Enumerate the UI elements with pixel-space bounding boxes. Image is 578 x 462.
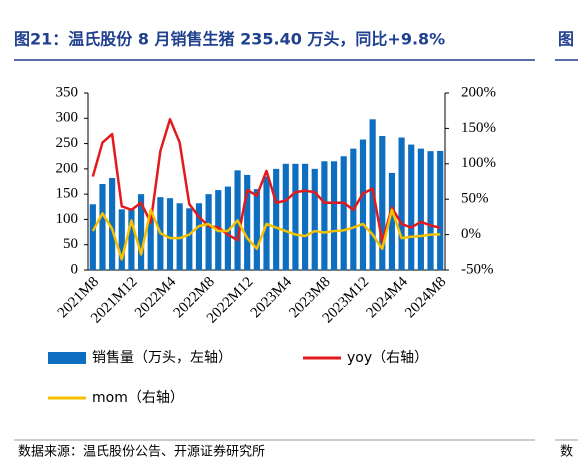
y-tick-label: 150 [56, 186, 79, 202]
bar [195, 203, 203, 270]
y-tick-label: 350 [56, 84, 79, 100]
x-tick-label: 2024M8 [402, 274, 449, 321]
bar [109, 177, 116, 270]
y2-tick-label: 0% [461, 226, 481, 242]
legend-label: yoy（右轴） [347, 350, 428, 366]
bar [128, 209, 135, 270]
bar [244, 174, 251, 270]
bar [176, 203, 183, 270]
y-tick-label: 100 [56, 211, 79, 227]
bar [437, 150, 444, 270]
bar [273, 168, 280, 270]
bar [282, 163, 289, 270]
legend-label: mom（右轴） [92, 390, 184, 406]
y-tick-label: 200 [56, 160, 79, 176]
fragment: 数 [560, 445, 573, 460]
bar [147, 215, 154, 270]
legend-label: 销售量（万头，左轴） [92, 350, 232, 366]
bar [89, 204, 96, 270]
bar [224, 186, 231, 270]
bar [379, 135, 386, 270]
bar [118, 209, 125, 270]
bar [417, 148, 424, 270]
x-tick-label: 2022M4 [132, 274, 180, 322]
bar [398, 137, 405, 270]
bar [99, 184, 106, 270]
y2-tick-label: 200% [461, 84, 496, 100]
bar [330, 161, 338, 270]
y-tick-label: 300 [56, 110, 79, 126]
bar [205, 194, 212, 270]
bar [311, 168, 318, 270]
bar [253, 189, 260, 270]
bar [302, 163, 309, 270]
x-tick-label: 2024M4 [364, 274, 412, 322]
bar [359, 139, 367, 270]
y2-tick-label: -50% [461, 261, 494, 277]
bar [186, 208, 193, 270]
bar [166, 198, 174, 270]
y2-tick-label: 150% [461, 120, 496, 136]
y2-tick-label: 100% [461, 155, 496, 171]
y2-tick-label: 50% [461, 191, 489, 207]
bar [137, 194, 145, 270]
bar [427, 151, 434, 270]
y-tick-label: 50 [63, 236, 78, 252]
bar [388, 172, 396, 270]
bar [340, 156, 347, 270]
chart-title: 图21：温氏股份 8 月销售生猪 235.40 万头，同比+9.8% [14, 30, 445, 49]
bar [408, 144, 415, 270]
fragment: 图 [558, 30, 574, 49]
legend-swatch [48, 352, 86, 364]
source: 数据来源：温氏股份公告、开源证券研究所 [18, 444, 265, 460]
x-tick-label: 2023M4 [248, 274, 296, 322]
line [91, 208, 441, 261]
bar [292, 163, 299, 270]
line [91, 117, 441, 243]
y-tick-label: 250 [56, 135, 79, 151]
y-tick-label: 0 [71, 261, 79, 277]
bar [321, 161, 328, 270]
